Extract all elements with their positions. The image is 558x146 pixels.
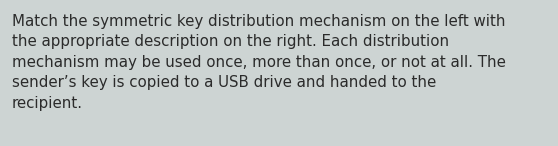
Text: Match the symmetric key distribution mechanism on the left with
the appropriate : Match the symmetric key distribution mec…: [12, 14, 506, 111]
